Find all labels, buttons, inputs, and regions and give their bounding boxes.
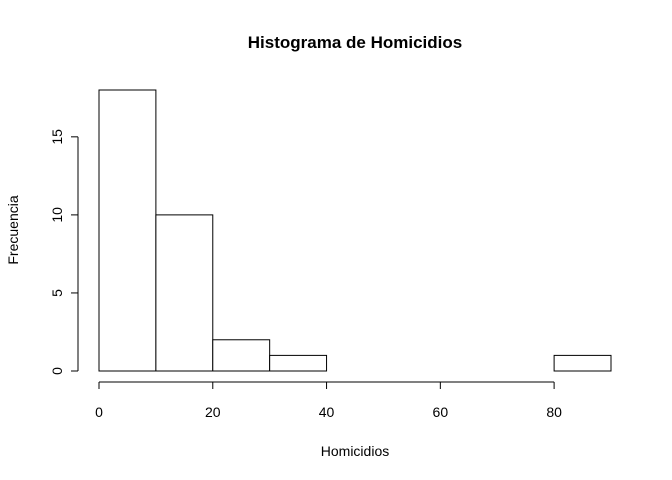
y-axis-label: Frecuencia [5, 195, 21, 264]
histogram-bar-10-20 [155, 214, 214, 372]
histogram-bar-80-90 [553, 354, 612, 372]
y-tick-label-5: 5 [49, 289, 65, 297]
x-axis: 0 20 40 60 80 [95, 381, 562, 420]
y-tick-label-10: 10 [49, 207, 65, 223]
x-tick-label-0: 0 [95, 404, 103, 420]
histogram-bar-30-40 [269, 354, 328, 372]
chart-title: Histograma de Homicidios [248, 33, 462, 52]
y-tick-label-0: 0 [49, 367, 65, 375]
x-tick-label-80: 80 [546, 404, 562, 420]
x-tick-label-60: 60 [433, 404, 449, 420]
y-tick-label-15: 15 [49, 129, 65, 145]
x-axis-label: Homicidios [321, 443, 389, 459]
x-tick-label-20: 20 [205, 404, 221, 420]
x-tick-label-40: 40 [319, 404, 335, 420]
histogram-bar-0-10 [98, 89, 157, 372]
y-axis: 0 5 10 15 [49, 129, 79, 375]
bars-group [98, 89, 612, 372]
histogram-bar-20-30 [212, 339, 271, 372]
